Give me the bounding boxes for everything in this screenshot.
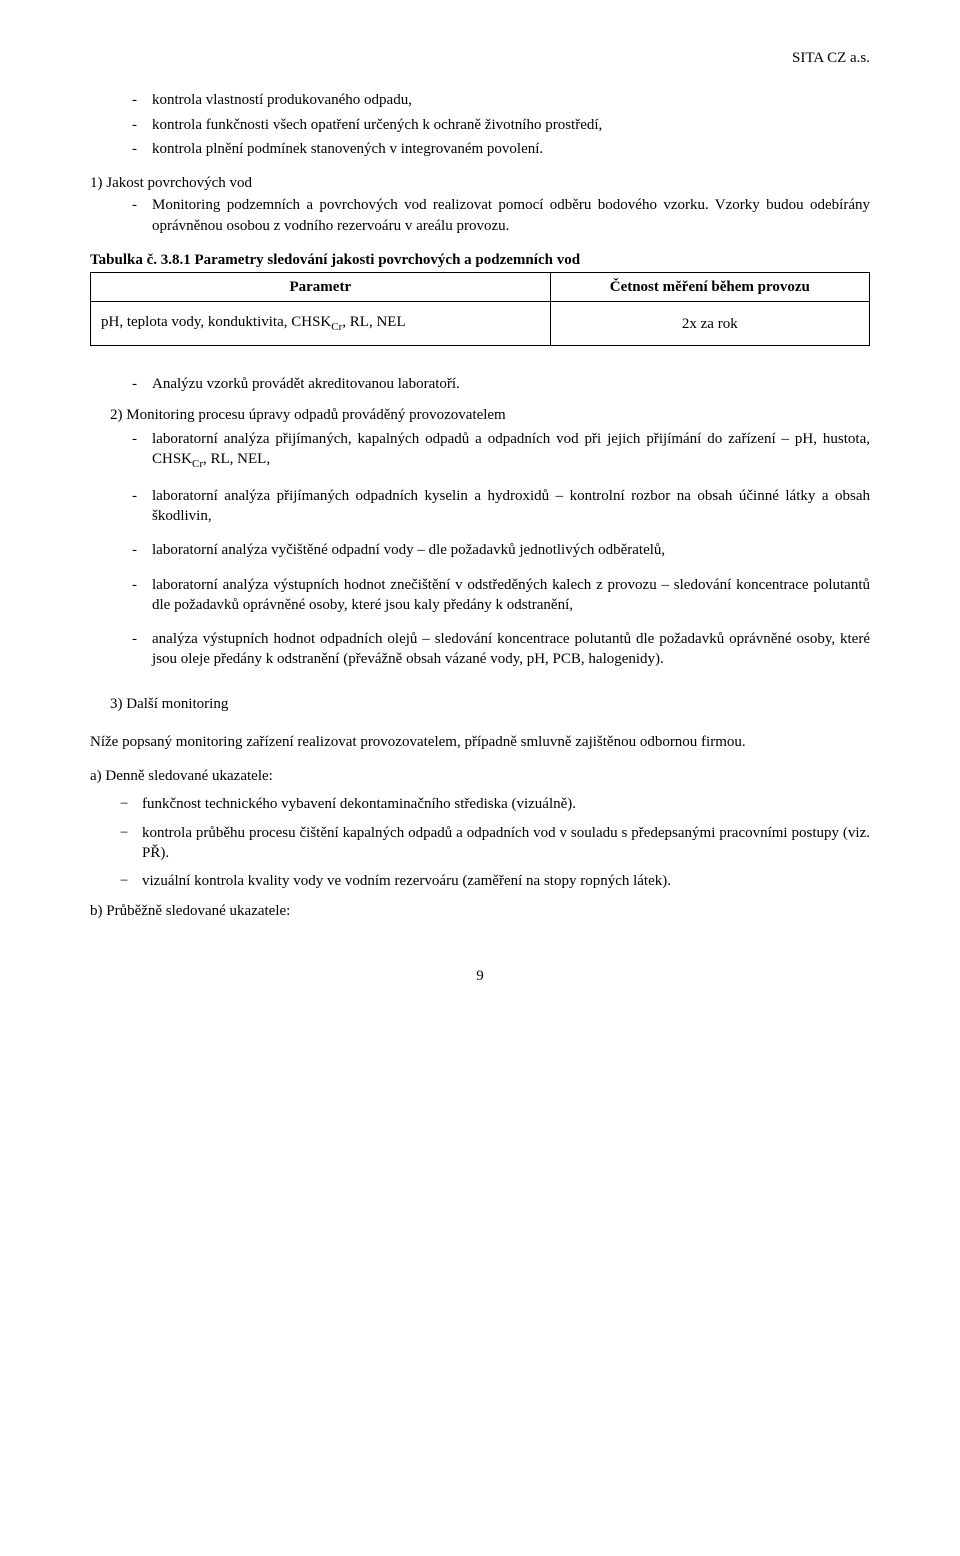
intro-bullet-item: kontrola plnění podmínek stanovených v i… <box>132 139 870 159</box>
section2-bullet-item: analýza výstupních hodnot odpadních olej… <box>132 629 870 670</box>
table-header-frequency: Četnost měření během provozu <box>550 273 869 302</box>
section2-bullet-item: laboratorní analýza výstupních hodnot zn… <box>132 575 870 616</box>
section1-body: Monitoring podzemních a povrchových vod … <box>132 195 870 236</box>
table-cell-parametr: pH, teplota vody, konduktivita, CHSKCr, … <box>91 302 551 346</box>
section2-bullet-item: laboratorní analýza vyčištěné odpadní vo… <box>132 540 870 560</box>
section1-heading: 1) Jakost povrchových vod <box>90 173 870 193</box>
sub-a-item: kontrola průběhu procesu čištění kapalný… <box>120 823 870 864</box>
section2-lead-list: Analýzu vzorků provádět akreditovanou la… <box>132 374 870 394</box>
table-cell-frequency: 2x za rok <box>550 302 869 346</box>
intro-bullet-list: kontrola vlastností produkovaného odpadu… <box>132 90 870 159</box>
table-header-parametr: Parametr <box>91 273 551 302</box>
page-number: 9 <box>90 966 870 986</box>
param-table: Parametr Četnost měření během provozu pH… <box>90 272 870 346</box>
sub-a-item: vizuální kontrola kvality vody ve vodním… <box>120 871 870 891</box>
table-row: pH, teplota vody, konduktivita, CHSKCr, … <box>91 302 870 346</box>
table-header-row: Parametr Četnost měření během provozu <box>91 273 870 302</box>
intro-bullet-item: kontrola funkčnosti všech opatření určen… <box>132 115 870 135</box>
section2-heading: 2) Monitoring procesu úpravy odpadů prov… <box>110 405 870 425</box>
sub-a-title: a) Denně sledované ukazatele: <box>90 766 870 786</box>
sub-b-title: b) Průběžně sledované ukazatele: <box>90 901 870 921</box>
table-title: Tabulka č. 3.8.1 Parametry sledování jak… <box>90 250 870 270</box>
sub-a-list: funkčnost technického vybavení dekontami… <box>120 794 870 891</box>
section2-bullet-item: laboratorní analýza přijímaných, kapalný… <box>132 429 870 472</box>
section2-bullet-item: laboratorní analýza přijímaných odpadníc… <box>132 486 870 527</box>
section3-heading: 3) Další monitoring <box>110 694 870 714</box>
intro-bullet-item: kontrola vlastností produkovaného odpadu… <box>132 90 870 110</box>
section3-paragraph: Níže popsaný monitoring zařízení realizo… <box>90 732 870 752</box>
section2-lead-bullet: Analýzu vzorků provádět akreditovanou la… <box>132 374 870 394</box>
sub-a-item: funkčnost technického vybavení dekontami… <box>120 794 870 814</box>
header-company: SITA CZ a.s. <box>90 48 870 68</box>
section2-bullet-list: laboratorní analýza přijímaných, kapalný… <box>132 429 870 670</box>
